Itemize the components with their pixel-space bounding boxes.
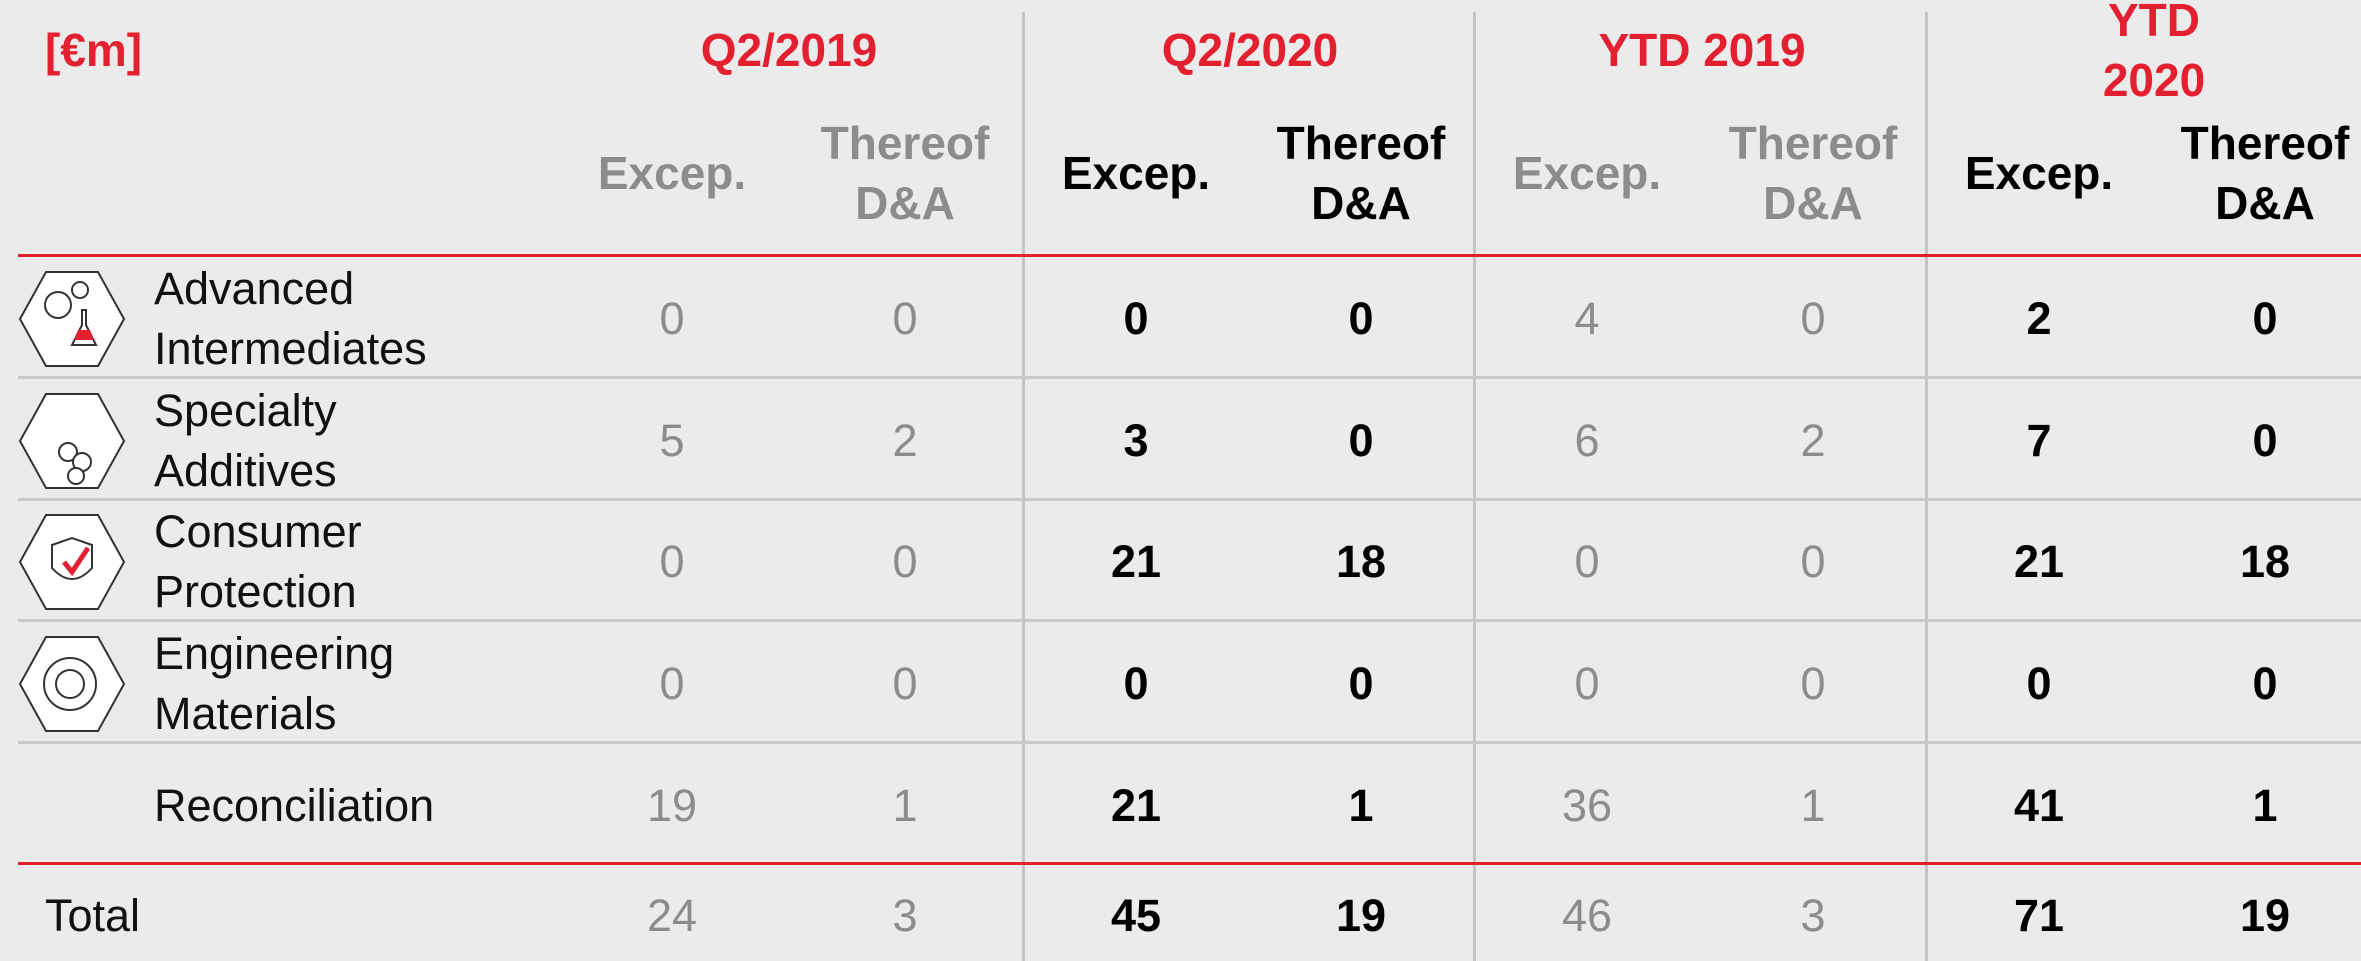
- unit-label: [€m]: [45, 24, 143, 76]
- cell: 0: [2252, 415, 2278, 466]
- cell: 0: [659, 536, 685, 587]
- cell: 0: [1348, 293, 1374, 344]
- row-rule: [18, 498, 2361, 501]
- total-label: Total: [45, 890, 141, 941]
- cell: 5: [659, 415, 685, 466]
- group-header: Q2/2020: [1161, 24, 1339, 76]
- cell: 0: [2252, 293, 2278, 344]
- cell: 0: [892, 293, 918, 344]
- row-label: Reconciliation: [154, 780, 435, 831]
- header-rule: [18, 254, 2361, 257]
- column-header: Thereof D&A: [820, 117, 990, 229]
- icon-advanced: [18, 271, 126, 367]
- group-header: YTD 2019: [1598, 24, 1806, 76]
- cell: 0: [1574, 658, 1600, 709]
- column-header: Thereof D&A: [1276, 117, 1446, 229]
- column-header: Thereof D&A: [1728, 117, 1898, 229]
- total-cell: 3: [892, 890, 918, 941]
- cell: 0: [1800, 658, 1826, 709]
- column-separator: [1925, 12, 1928, 961]
- column-header: Excep.: [1512, 147, 1662, 199]
- total-cell: 19: [1335, 890, 1387, 941]
- cell: 0: [1123, 658, 1149, 709]
- cell: 0: [2026, 658, 2052, 709]
- cell: 2: [2026, 293, 2052, 344]
- total-cell: 45: [1110, 890, 1162, 941]
- total-cell: 19: [2239, 890, 2291, 941]
- cell: 2: [892, 415, 918, 466]
- column-separator: [1022, 12, 1025, 961]
- cell: 4: [1574, 293, 1600, 344]
- row-label: Engineering Materials: [154, 628, 395, 739]
- column-header: Excep.: [1964, 147, 2114, 199]
- cell: 0: [1800, 293, 1826, 344]
- column-header: Thereof D&A: [2180, 117, 2350, 229]
- cell: 3: [1123, 415, 1149, 466]
- cell: 0: [892, 536, 918, 587]
- row-label: Specialty Additives: [154, 385, 337, 496]
- total-cell: 71: [2013, 890, 2065, 941]
- cell: 0: [892, 658, 918, 709]
- cell: 18: [1335, 536, 1387, 587]
- segment-icons: [18, 271, 126, 732]
- total-rule: [18, 862, 2361, 865]
- cell: 2: [1800, 415, 1826, 466]
- icon-specialty: [18, 393, 126, 489]
- cell: 21: [2013, 536, 2065, 587]
- cell: 1: [2252, 780, 2278, 831]
- cell: 0: [1348, 415, 1374, 466]
- cell: 0: [1123, 293, 1149, 344]
- cell: 36: [1561, 780, 1613, 831]
- cell: 0: [659, 658, 685, 709]
- column-separator: [1473, 12, 1476, 961]
- total-cell: 46: [1561, 890, 1613, 941]
- cell: 41: [2013, 780, 2065, 831]
- cell: 0: [1574, 536, 1600, 587]
- cell: 0: [1800, 536, 1826, 587]
- total-cell: 24: [646, 890, 698, 941]
- cell: 0: [659, 293, 685, 344]
- cell: 21: [1110, 536, 1162, 587]
- group-header: Q2/2019: [700, 24, 878, 76]
- cell: 19: [646, 780, 698, 831]
- cell: 7: [2026, 415, 2052, 466]
- cell: 18: [2239, 536, 2291, 587]
- cell: 0: [2252, 658, 2278, 709]
- row-rule: [18, 376, 2361, 379]
- column-header: Excep.: [597, 147, 747, 199]
- row-label: Consumer Protection: [154, 506, 362, 617]
- cell: 6: [1574, 415, 1600, 466]
- column-header: Excep.: [1061, 147, 1211, 199]
- cell: 1: [1348, 780, 1374, 831]
- cell: 1: [1800, 780, 1826, 831]
- group-header: YTD 2020: [2102, 0, 2206, 106]
- row-rule: [18, 619, 2361, 622]
- cell: 21: [1110, 780, 1162, 831]
- row-rule: [18, 741, 2361, 744]
- total-cell: 3: [1800, 890, 1826, 941]
- cell: 0: [1348, 658, 1374, 709]
- row-label: Advanced Intermediates: [154, 263, 427, 374]
- cell: 1: [892, 780, 918, 831]
